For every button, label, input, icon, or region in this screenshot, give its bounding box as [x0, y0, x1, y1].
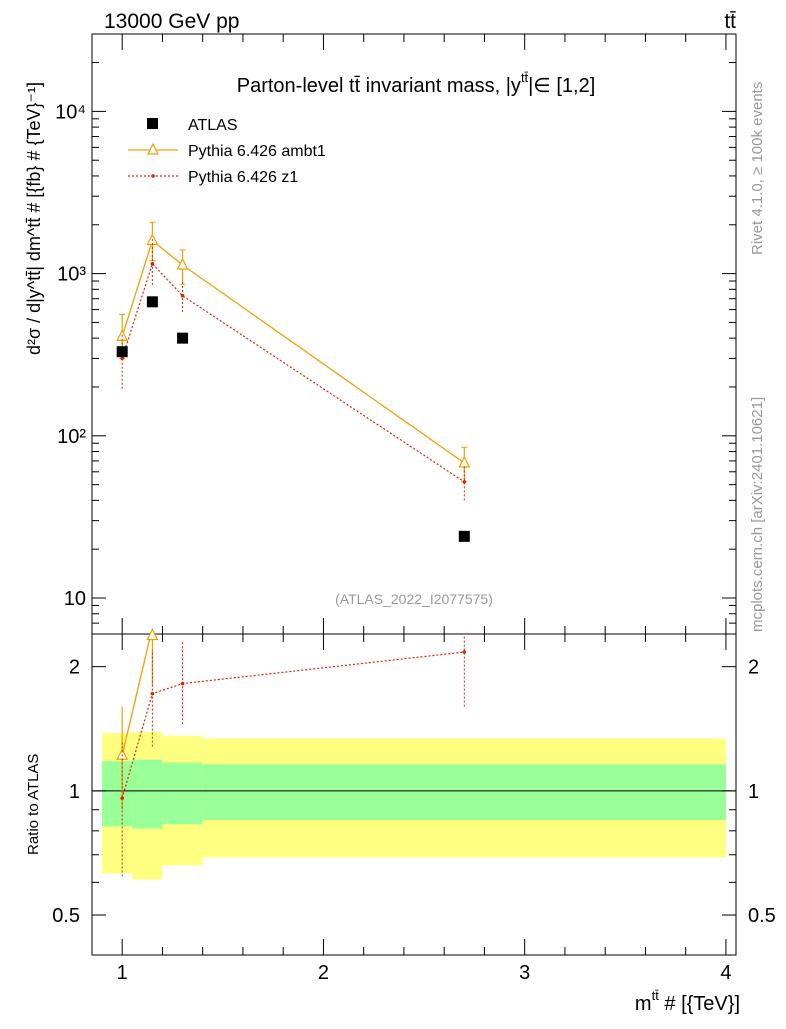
ratio-band-inner	[202, 764, 726, 820]
ratio-z1-point	[462, 650, 467, 654]
x-tick-label: 4	[720, 962, 731, 984]
series-z1-line	[121, 262, 465, 483]
legend: ATLAS Pythia 6.426 ambt1 Pythia 6.426 z1	[128, 117, 326, 186]
analysis-watermark: (ATLAS_2022_I2077575)	[335, 591, 493, 607]
x-axis-label-tail: # [{TeV}]	[659, 993, 740, 1015]
atlas-point	[146, 296, 158, 308]
main-y-tick-label: 10⁴	[55, 101, 86, 123]
legend-ambt1-marker	[147, 142, 159, 155]
atlas-point	[116, 346, 128, 358]
legend-atlas-marker	[147, 118, 158, 129]
ratio-y-tick-label-left: 1	[69, 781, 80, 803]
ratio-ambt1-point	[146, 628, 159, 641]
ratio-y-tick-label-right: 1	[748, 781, 759, 803]
chart-title-sup: tt̄	[521, 70, 529, 85]
x-tick-label: 3	[519, 962, 530, 984]
ratio-y-axis-label: Ratio to ATLAS	[25, 754, 42, 855]
ratio-y-tick-label-left: 2	[69, 657, 80, 679]
z1-point	[180, 293, 185, 298]
legend-z1-marker	[151, 174, 155, 178]
main-y-tick-label: 10²	[57, 426, 86, 448]
z1-point	[120, 356, 124, 361]
x-tick-label: 2	[318, 962, 329, 984]
ratio-y-tick-label-left: 0.5	[52, 905, 80, 927]
chart-title: Parton-level tt̄ invariant mass, |ytt̄|∈…	[237, 70, 596, 97]
ratio-band-inner	[162, 762, 203, 825]
series-ambt1-line	[121, 239, 465, 464]
energy-label: 13000 GeV pp	[104, 10, 239, 33]
legend-label: Pythia 6.426 z1	[188, 169, 298, 186]
process-label: tt̄	[724, 10, 736, 33]
x-tick-label: 1	[117, 962, 128, 984]
z1-point	[462, 480, 467, 484]
ratio-band-inner	[132, 759, 163, 829]
ambt1-point	[458, 455, 471, 468]
ratio-frame	[91, 633, 737, 956]
main-y-tick-label: 10³	[57, 264, 86, 286]
z1-point	[150, 261, 155, 266]
x-axis-label-sup: tt̄	[652, 988, 660, 1003]
atlas-point	[177, 332, 189, 344]
chart-title-main: Parton-level tt̄ invariant mass, |y	[237, 75, 521, 97]
ratio-y-tick-label-right: 2	[748, 657, 759, 679]
x-axis-label: mtt̄ # [{TeV}]	[635, 988, 740, 1015]
main-panel: 10 10² 10³ 10⁴	[55, 33, 737, 635]
main-y-tick-label: 10	[64, 588, 86, 610]
source-label: mcplots.cern.ch [arXiv:2401.10621]	[749, 397, 766, 632]
ratio-panel: 0.5 0.5 1 1 2 2 1 2 3 4	[52, 628, 776, 984]
ratio-z1-point	[180, 681, 185, 686]
ratio-z1-point	[150, 691, 155, 696]
ratio-ambt1-line	[121, 635, 152, 756]
main-y-axis-label: d²σ / d|y^tt̄| dm^tt̄ # [{fb} # {TeV}⁻¹]	[24, 82, 44, 355]
ratio-band-inner	[102, 761, 133, 827]
rivet-version-label: Rivet 4.1.0, ≥ 100k events	[749, 82, 766, 255]
atlas-point	[458, 530, 470, 542]
ambt1-point	[176, 257, 189, 270]
ratio-z1-point	[120, 796, 124, 800]
ratio-z1-line	[121, 651, 465, 799]
chart-title-tail: |∈ [1,2]	[528, 75, 595, 97]
ratio-y-tick-label-right: 0.5	[748, 905, 776, 927]
legend-label: ATLAS	[188, 117, 238, 134]
x-axis-label-main: m	[635, 993, 652, 1015]
legend-label: Pythia 6.426 ambt1	[188, 143, 326, 160]
